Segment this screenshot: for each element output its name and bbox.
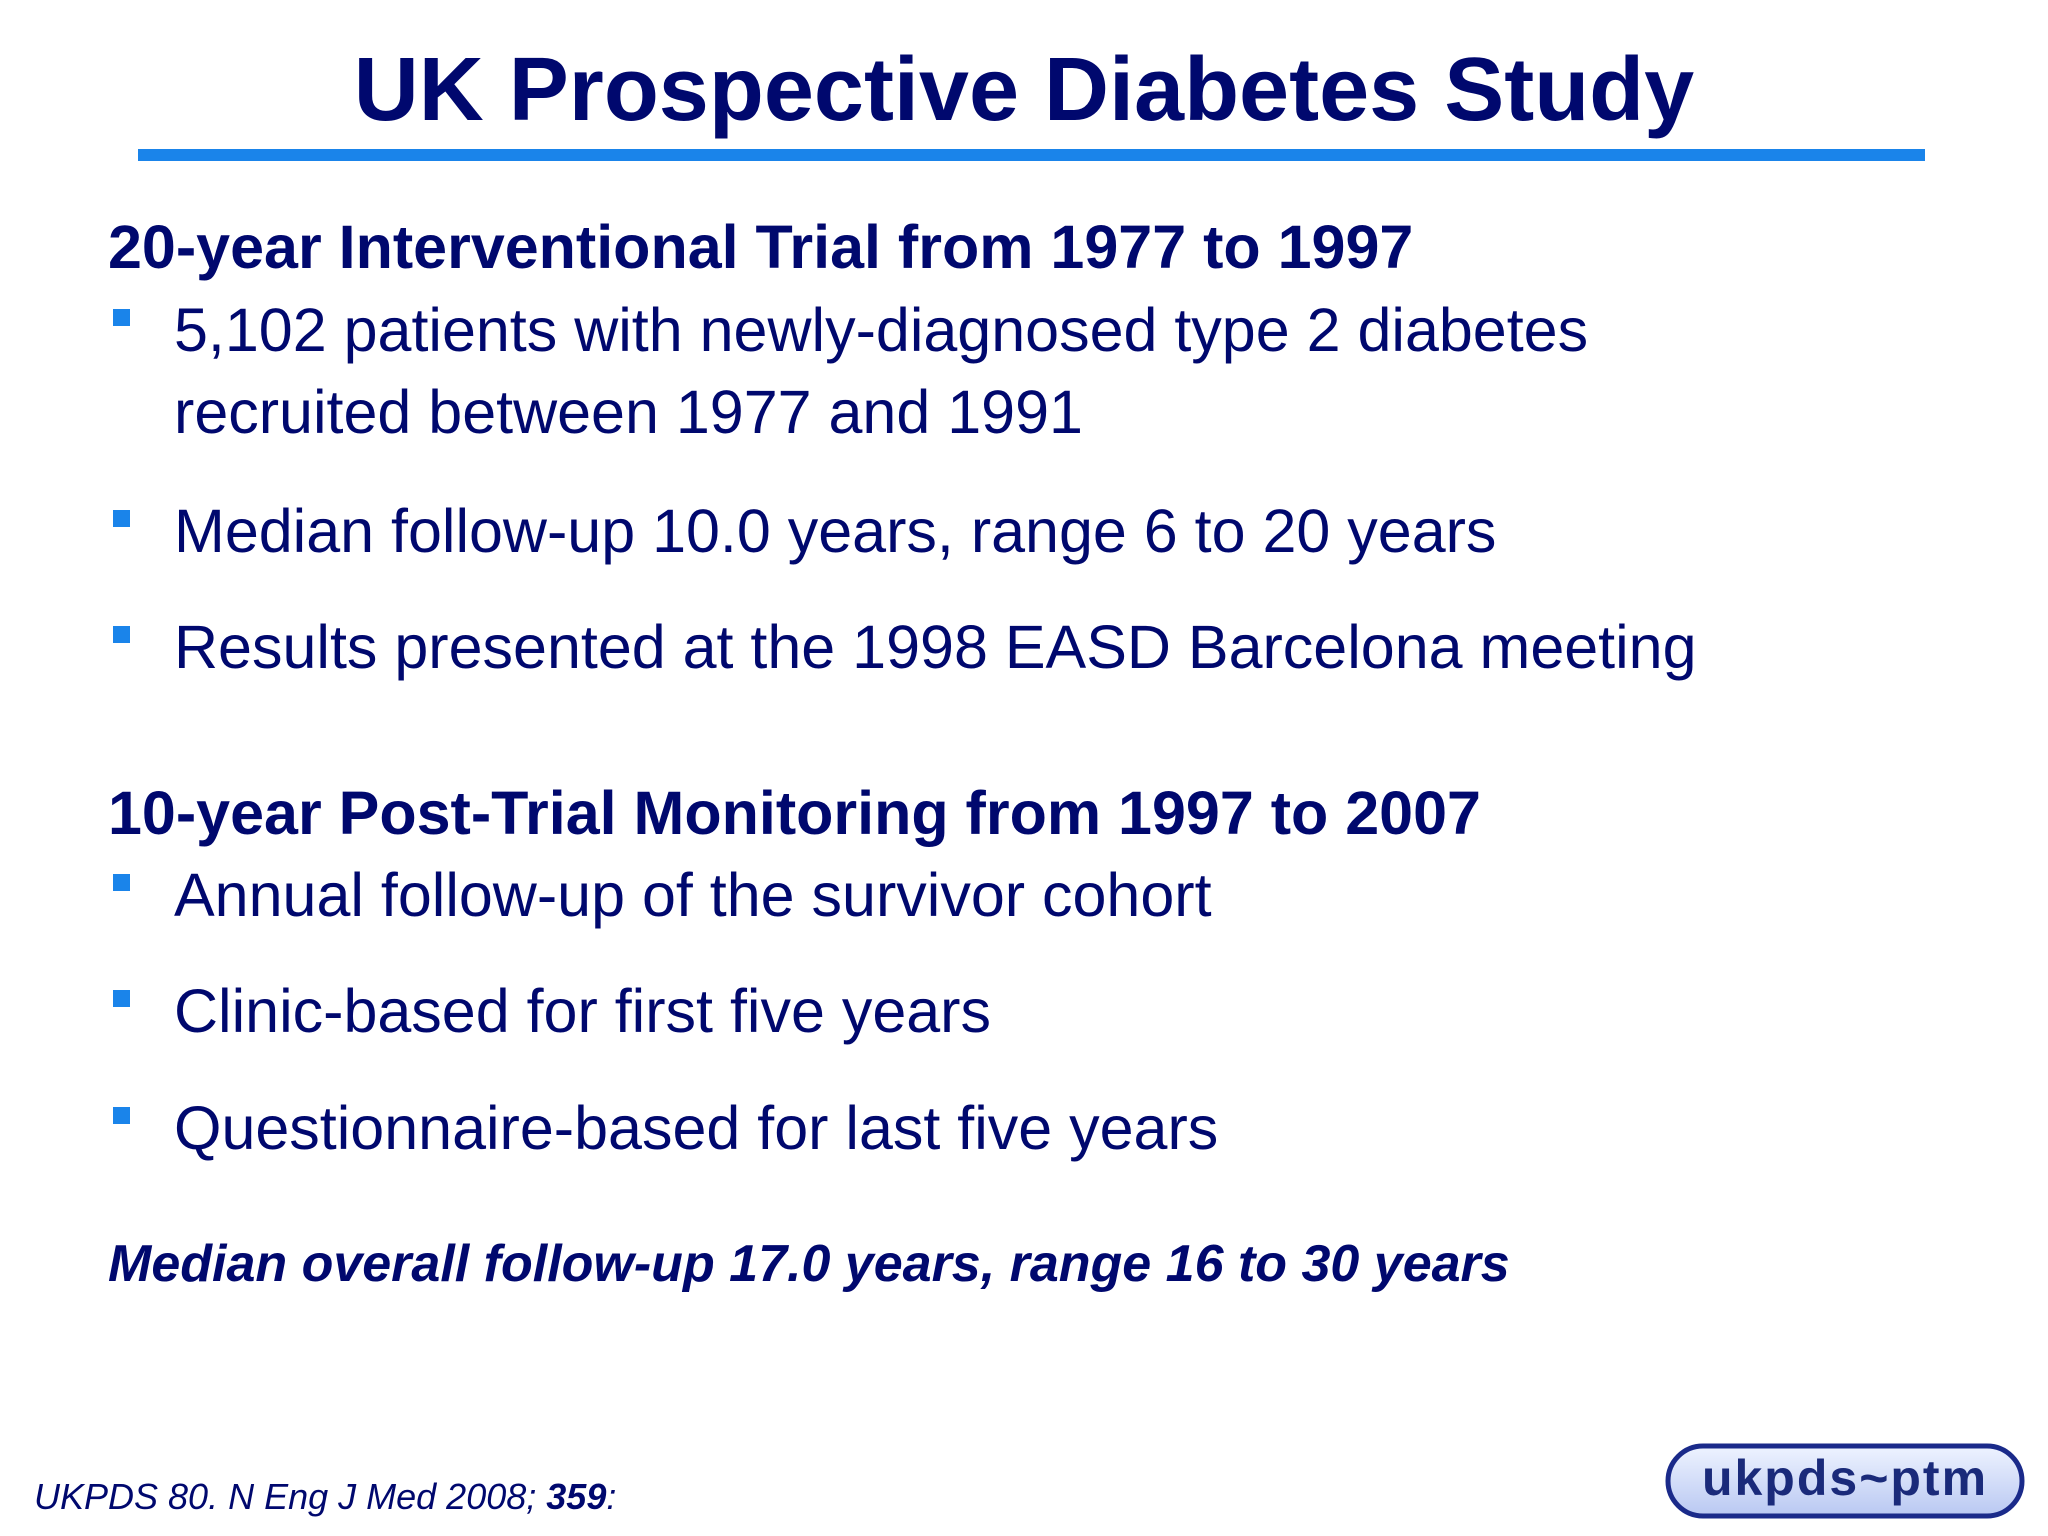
bullet-square-icon [113,874,130,891]
bullet-square-icon [113,510,130,527]
citation: UKPDS 80. N Eng J Med 2008; 359: [34,1475,616,1519]
bullet-item: Results presented at the 1998 EASD Barce… [108,606,1968,688]
bullet-text-continuation: recruited between 1977 and 1991 [174,378,1083,446]
summary-statement: Median overall follow-up 17.0 years, ran… [108,1235,1510,1293]
citation-volume: 359 [546,1476,607,1517]
title-divider [138,149,1925,161]
bullet-text: Annual follow-up of the survivor cohort [174,861,1212,929]
bullet-item: Median follow-up 10.0 years, range 6 to … [108,490,1968,572]
bullet-text: Questionnaire-based for last five years [174,1094,1219,1162]
citation-suffix: : [606,1476,617,1517]
citation-text: UKPDS 80. N Eng J Med 2008; [34,1476,537,1517]
bullet-item: Clinic-based for first five years [108,970,1968,1052]
ukpds-ptm-logo-icon: ukpds~ptm [1665,1443,2025,1519]
bullet-text: Median follow-up 10.0 years, range 6 to … [174,497,1497,565]
bullet-square-icon [113,626,130,643]
bullet-square-icon [113,990,130,1007]
bullet-text: 5,102 patients with newly-diagnosed type… [174,296,1589,364]
bullet-item: Annual follow-up of the survivor cohort [108,854,1968,936]
section-heading-post-trial-monitoring: 10-year Post-Trial Monitoring from 1997 … [108,779,1481,847]
slide-title: UK Prospective Diabetes Study [353,40,1695,140]
logo-text: ukpds~ptm [1702,1450,1988,1506]
bullet-square-icon [113,309,130,326]
bullet-square-icon [113,1107,130,1124]
bullet-text: Results presented at the 1998 EASD Barce… [174,613,1697,681]
section-heading-interventional-trial: 20-year Interventional Trial from 1977 t… [108,213,1414,281]
bullet-item: 5,102 patients with newly-diagnosed type… [108,289,1968,459]
bullet-item: Questionnaire-based for last five years [108,1087,1968,1169]
bullet-text: Clinic-based for first five years [174,977,991,1045]
